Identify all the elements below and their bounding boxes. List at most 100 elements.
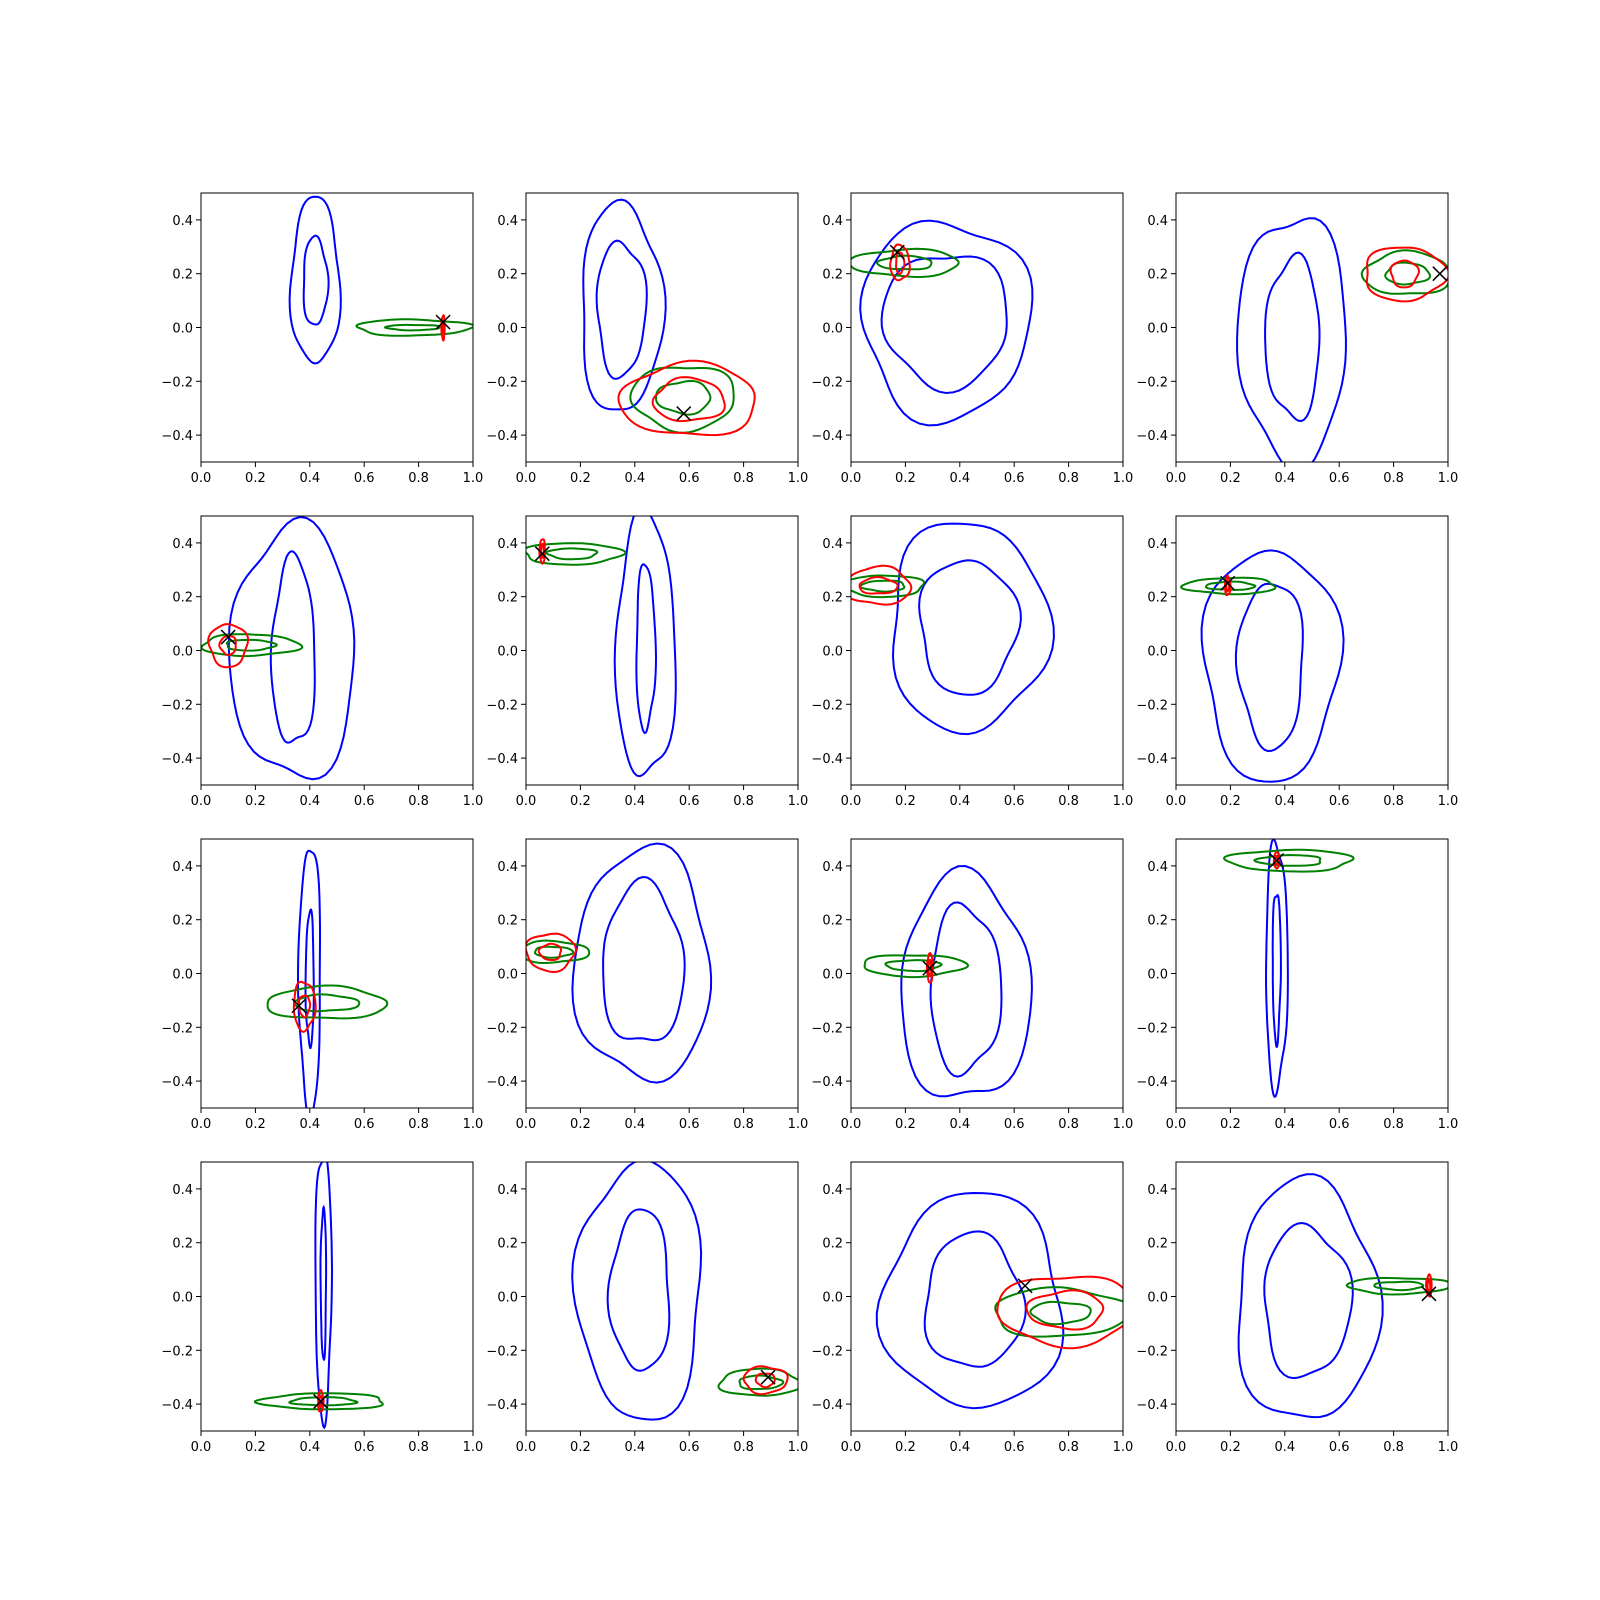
y-tick-label: 0.2 (497, 1237, 518, 1252)
x-tick-label: 0.8 (1383, 1117, 1404, 1132)
plot-area (875, 1191, 1123, 1410)
x-tick-label: 1.0 (463, 1117, 484, 1132)
y-tick-label: 0.4 (822, 537, 843, 552)
y-tick-label: −0.4 (811, 752, 843, 767)
x-tick-label: 0.2 (245, 794, 266, 809)
axes-frame (525, 838, 799, 1109)
x-tick-label: 0.4 (624, 1117, 645, 1132)
green-contour-inner (654, 379, 712, 416)
x-tick-label: 1.0 (1113, 1117, 1134, 1132)
x-tick-label: 0.6 (354, 471, 375, 486)
y-tick-label: −0.4 (486, 1398, 518, 1413)
x-marker (534, 546, 550, 562)
y-tick-label: 0.2 (1147, 591, 1168, 606)
y-tick-label: −0.2 (486, 1344, 518, 1359)
x-tick-label: 0.0 (191, 471, 212, 486)
y-tick-label: −0.2 (486, 698, 518, 713)
x-tick-label: 1.0 (1438, 1440, 1459, 1455)
x-tick-label: 0.8 (1383, 1440, 1404, 1455)
x-marker (435, 314, 451, 330)
y-tick-label: 0.2 (822, 1237, 843, 1252)
y-tick-label: 0.2 (497, 914, 518, 929)
y-tick-label: 0.0 (822, 645, 843, 660)
y-tick-label: −0.4 (811, 1398, 843, 1413)
y-tick-label: 0.4 (822, 214, 843, 229)
x-tick-label: 0.6 (1004, 1117, 1025, 1132)
panel-16: 0.0 0.2 0.4 0.6 0.8 1.0 0.4 0.2 0.0 −0.2 −0.4 (1136, 1161, 1459, 1455)
y-tick-label: 0.2 (1147, 268, 1168, 283)
axes-frame (1175, 838, 1449, 1109)
plot-area (851, 219, 1034, 427)
x-tick-label: 0.2 (570, 794, 591, 809)
blue-contour-outer (1264, 839, 1289, 1098)
y-tick-label: −0.2 (161, 1344, 193, 1359)
x-marker (760, 1369, 776, 1385)
blue-contour-outer (296, 849, 321, 1108)
x-tick-label: 0.0 (1166, 794, 1187, 809)
y-tick-label: 0.0 (172, 645, 193, 660)
y-tick-label: 0.0 (172, 968, 193, 983)
axes-frame (525, 1161, 799, 1432)
y-tick-label: 0.0 (1147, 1291, 1168, 1306)
plot-area (201, 516, 356, 781)
x-tick-label: 0.4 (299, 471, 320, 486)
x-tick-label: 0.4 (949, 471, 970, 486)
green-contour-outer (266, 984, 389, 1020)
x-tick-label: 0.4 (624, 794, 645, 809)
blue-contour-inner (269, 550, 316, 744)
green-contour-inner (534, 945, 575, 959)
plot-area (582, 198, 756, 437)
x-tick-label: 0.6 (354, 1117, 375, 1132)
x-tick-label: 0.6 (1004, 471, 1025, 486)
x-tick-label: 0.6 (1004, 1440, 1025, 1455)
green-contour-outer (355, 318, 473, 337)
axes-frame (200, 1161, 474, 1432)
red-contour-inner (537, 942, 563, 961)
x-tick-label: 0.4 (949, 794, 970, 809)
y-tick-label: −0.2 (161, 1021, 193, 1036)
green-contour-outer (717, 1367, 798, 1397)
blue-contour-outer (288, 195, 342, 365)
plot-area (1236, 217, 1448, 462)
axes-frame (850, 192, 1124, 463)
x-tick-label: 0.4 (949, 1440, 970, 1455)
x-marker (1432, 266, 1448, 282)
red-contour-inner (927, 959, 933, 978)
axes-frame (1175, 515, 1449, 786)
x-tick-label: 0.2 (245, 1440, 266, 1455)
x-tick-label: 0.2 (570, 1440, 591, 1455)
red-contour-outer (925, 952, 934, 984)
red-contour-inner (218, 635, 237, 657)
x-tick-label: 0.4 (299, 1440, 320, 1455)
green-contour-inner (225, 638, 278, 652)
red-contour-inner (539, 542, 545, 560)
x-tick-label: 1.0 (788, 1440, 809, 1455)
x-tick-label: 1.0 (1438, 471, 1459, 486)
y-tick-label: 0.4 (497, 860, 518, 875)
panel-15: 0.0 0.2 0.4 0.6 0.8 1.0 0.4 0.2 0.0 −0.2 −0.4 (811, 1161, 1133, 1455)
x-tick-label: 0.8 (1058, 1440, 1079, 1455)
x-marker (922, 960, 938, 976)
blue-contour-outer (613, 516, 677, 778)
y-tick-label: 0.2 (172, 914, 193, 929)
y-tick-label: −0.4 (161, 1075, 193, 1090)
x-marker (1269, 852, 1285, 869)
x-tick-label: 0.2 (895, 794, 916, 809)
y-tick-label: 0.4 (1147, 860, 1168, 875)
y-tick-label: −0.4 (486, 1075, 518, 1090)
red-contour-inner (754, 1372, 776, 1389)
x-tick-label: 0.0 (191, 1440, 212, 1455)
x-tick-label: 0.8 (408, 1440, 429, 1455)
x-tick-label: 0.8 (408, 471, 429, 486)
x-tick-label: 1.0 (1113, 471, 1134, 486)
x-tick-label: 0.0 (516, 1117, 537, 1132)
blue-contour-outer (1237, 1173, 1384, 1419)
plot-area (571, 1162, 798, 1421)
y-tick-label: −0.2 (1136, 1021, 1168, 1036)
x-tick-label: 0.8 (408, 794, 429, 809)
y-tick-label: 0.4 (1147, 1183, 1168, 1198)
y-tick-label: 0.2 (172, 1237, 193, 1252)
y-tick-label: −0.4 (1136, 1075, 1168, 1090)
green-contour-inner (738, 1374, 785, 1390)
red-contour-inner (651, 376, 726, 423)
